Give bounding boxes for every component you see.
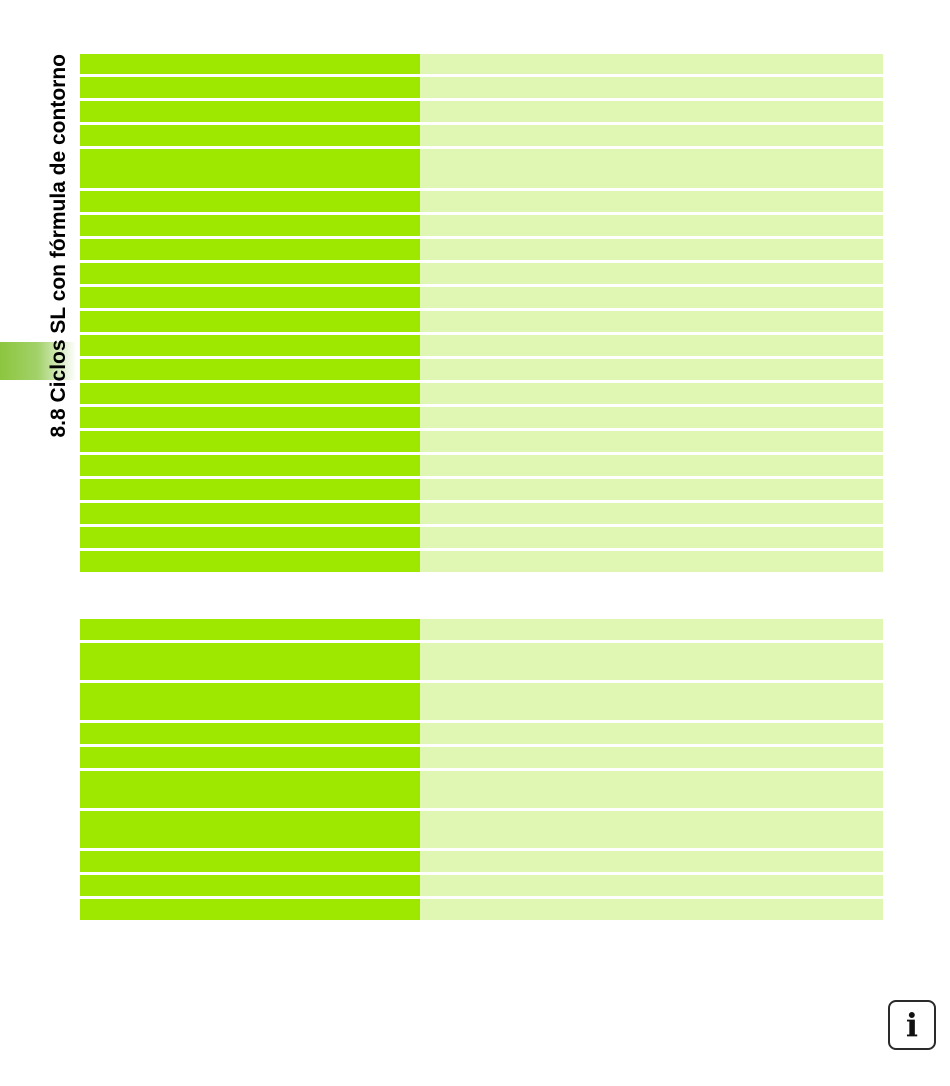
table-row: [80, 723, 883, 744]
table-cell-right: [420, 125, 883, 146]
table-cell-left: [80, 899, 420, 920]
table-cell-right: [420, 287, 883, 308]
table-cell-left: [80, 723, 420, 744]
table-row: [80, 407, 883, 428]
info-icon: i: [905, 1006, 919, 1044]
table-cell-right: [420, 771, 883, 808]
table-cell-right: [420, 359, 883, 380]
table-cell-left: [80, 77, 420, 98]
table-cell-right: [420, 619, 883, 640]
table-row: [80, 54, 883, 74]
table-cell-left: [80, 311, 420, 332]
table-cell-left: [80, 407, 420, 428]
table-row: [80, 851, 883, 872]
table-cell-left: [80, 54, 420, 74]
table-cell-left: [80, 287, 420, 308]
table-row: [80, 77, 883, 98]
table-cell-left: [80, 335, 420, 356]
table-cell-left: [80, 503, 420, 524]
table-row: [80, 811, 883, 848]
table-cell-left: [80, 479, 420, 500]
table-cell-right: [420, 899, 883, 920]
table-cell-left: [80, 431, 420, 452]
table-cell-right: [420, 191, 883, 212]
table-cell-right: [420, 215, 883, 236]
table-cell-right: [420, 54, 883, 74]
table-row: [80, 101, 883, 122]
table-cell-left: [80, 683, 420, 720]
table-cell-right: [420, 747, 883, 768]
table-cell-left: [80, 811, 420, 848]
chapter-tab-marker: [0, 342, 76, 380]
table-cell-left: [80, 851, 420, 872]
table-cell-left: [80, 619, 420, 640]
table-cell-right: [420, 77, 883, 98]
table-row: [80, 619, 883, 640]
table-row: [80, 899, 883, 920]
table-row: [80, 527, 883, 548]
table-cell-right: [420, 311, 883, 332]
table-cell-right: [420, 101, 883, 122]
table-cell-left: [80, 875, 420, 896]
table-cell-right: [420, 503, 883, 524]
table-row: [80, 383, 883, 404]
table-cell-right: [420, 455, 883, 476]
table-cell-right: [420, 643, 883, 680]
table-row: [80, 263, 883, 284]
table-cell-left: [80, 215, 420, 236]
table-cell-right: [420, 811, 883, 848]
table-cell-right: [420, 875, 883, 896]
table-cell-left: [80, 771, 420, 808]
table-cell-left: [80, 191, 420, 212]
table-row: [80, 311, 883, 332]
table-row: [80, 239, 883, 260]
table-row: [80, 747, 883, 768]
table-cell-left: [80, 455, 420, 476]
table-cell-left: [80, 101, 420, 122]
table-row: [80, 335, 883, 356]
table-cell-left: [80, 239, 420, 260]
section-title: 8.8 Ciclos SL con fórmula de contorno: [47, 54, 70, 438]
table-row: [80, 771, 883, 808]
table-row: [80, 215, 883, 236]
table-cell-right: [420, 551, 883, 572]
table-row: [80, 431, 883, 452]
table-cell-right: [420, 431, 883, 452]
table-cell-left: [80, 263, 420, 284]
table-cell-right: [420, 335, 883, 356]
table-cell-right: [420, 149, 883, 188]
table-cell-right: [420, 407, 883, 428]
table-cell-right: [420, 683, 883, 720]
info-button[interactable]: i: [888, 1000, 936, 1050]
table-row: [80, 125, 883, 146]
table-cell-left: [80, 149, 420, 188]
table-cell-right: [420, 527, 883, 548]
table-cell-left: [80, 527, 420, 548]
table-2: [80, 619, 883, 923]
table-cell-left: [80, 359, 420, 380]
table-row: [80, 479, 883, 500]
table-row: [80, 875, 883, 896]
table-cell-right: [420, 723, 883, 744]
table-cell-right: [420, 479, 883, 500]
table-cell-right: [420, 263, 883, 284]
table-cell-right: [420, 239, 883, 260]
table-1: [80, 54, 883, 575]
table-cell-left: [80, 125, 420, 146]
table-row: [80, 191, 883, 212]
table-row: [80, 643, 883, 680]
table-cell-right: [420, 383, 883, 404]
table-row: [80, 455, 883, 476]
table-row: [80, 287, 883, 308]
table-cell-right: [420, 851, 883, 872]
table-row: [80, 503, 883, 524]
table-row: [80, 359, 883, 380]
table-row: [80, 551, 883, 572]
table-cell-left: [80, 747, 420, 768]
table-cell-left: [80, 643, 420, 680]
table-cell-left: [80, 551, 420, 572]
table-row: [80, 149, 883, 188]
table-cell-left: [80, 383, 420, 404]
table-row: [80, 683, 883, 720]
